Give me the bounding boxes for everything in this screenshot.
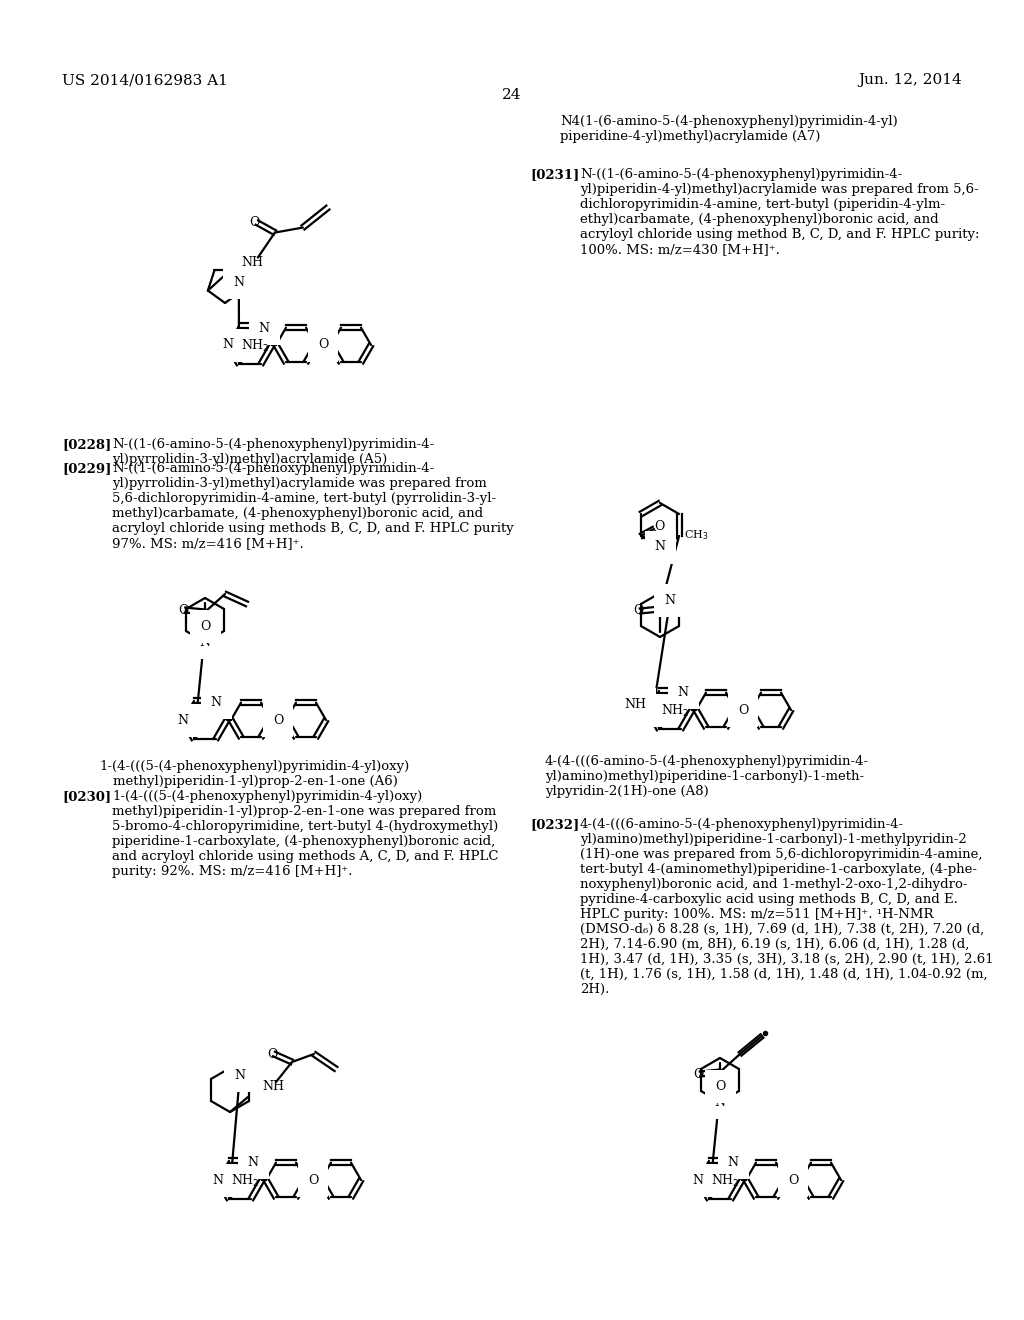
Text: [0230]: [0230] (62, 789, 112, 803)
Text: N: N (642, 704, 653, 717)
Text: US 2014/0162983 A1: US 2014/0162983 A1 (62, 73, 228, 87)
Text: N: N (177, 714, 188, 726)
Text: N: N (258, 322, 269, 335)
Text: NH: NH (624, 697, 646, 710)
Text: O: O (738, 704, 749, 717)
Text: O: O (787, 1173, 798, 1187)
Text: N: N (200, 635, 211, 648)
Text: N: N (678, 686, 688, 700)
Text: [0228]: [0228] (62, 438, 112, 451)
Text: N-((1-(6-amino-5-(4-phenoxyphenyl)pyrimidin-4-
yl)pyrrolidin-3-yl)methyl)acrylam: N-((1-(6-amino-5-(4-phenoxyphenyl)pyrimi… (112, 438, 434, 466)
Text: N-((1-(6-amino-5-(4-phenoxyphenyl)pyrimidin-4-
yl)piperidin-4-yl)methyl)acrylami: N-((1-(6-amino-5-(4-phenoxyphenyl)pyrimi… (580, 168, 980, 256)
Text: N-((1-(6-amino-5-(4-phenoxyphenyl)pyrimidin-4-
yl)pyrrolidin-3-yl)methyl)acrylam: N-((1-(6-amino-5-(4-phenoxyphenyl)pyrimi… (112, 462, 514, 550)
Text: O: O (653, 520, 665, 532)
Text: O: O (308, 1173, 318, 1187)
Text: O: O (317, 338, 328, 351)
Text: N: N (213, 1173, 223, 1187)
Text: [0232]: [0232] (530, 818, 580, 832)
Text: N: N (233, 276, 245, 289)
Text: 4-(4-(((6-amino-5-(4-phenoxyphenyl)pyrimidin-4-
yl)amino)methyl)piperidine-1-car: 4-(4-(((6-amino-5-(4-phenoxyphenyl)pyrim… (580, 818, 993, 997)
Text: N: N (234, 1069, 245, 1082)
Text: O: O (272, 714, 284, 726)
Text: O: O (200, 619, 210, 632)
Text: 1-(4-(((5-(4-phenoxyphenyl)pyrimidin-4-yl)oxy)
methyl)piperidin-1-yl)prop-2-en-1: 1-(4-(((5-(4-phenoxyphenyl)pyrimidin-4-y… (112, 789, 499, 878)
Text: N: N (248, 1156, 258, 1170)
Text: 4-(4-(((6-amino-5-(4-phenoxyphenyl)pyrimidin-4-
yl)amino)methyl)piperidine-1-car: 4-(4-(((6-amino-5-(4-phenoxyphenyl)pyrim… (545, 755, 869, 799)
Text: O: O (715, 1080, 725, 1093)
Text: N: N (222, 338, 233, 351)
Text: NH$_2$: NH$_2$ (241, 338, 269, 354)
Text: N: N (654, 540, 666, 553)
Text: O: O (250, 216, 260, 230)
Text: O: O (178, 603, 188, 616)
Text: NH$_2$: NH$_2$ (231, 1173, 259, 1189)
Text: N: N (664, 594, 675, 607)
Text: NH$_2$: NH$_2$ (662, 704, 689, 719)
Text: N: N (727, 1156, 738, 1170)
Text: N: N (211, 697, 221, 709)
Text: 24: 24 (502, 88, 522, 102)
Text: [0229]: [0229] (62, 462, 112, 475)
Text: CH$_3$: CH$_3$ (684, 528, 709, 543)
Text: N4(1-(6-amino-5-(4-phenoxyphenyl)pyrimidin-4-yl)
piperidine-4-yl)methyl)acrylami: N4(1-(6-amino-5-(4-phenoxyphenyl)pyrimid… (560, 115, 898, 143)
Text: O: O (267, 1048, 278, 1060)
Text: NH: NH (262, 1081, 284, 1093)
Text: N: N (692, 1173, 703, 1187)
Text: NH: NH (241, 256, 263, 269)
Text: [0231]: [0231] (530, 168, 580, 181)
Text: O: O (693, 1068, 703, 1081)
Text: N: N (715, 1096, 725, 1109)
Text: 1-(4-(((5-(4-phenoxyphenyl)pyrimidin-4-yl)oxy)
methyl)piperidin-1-yl)prop-2-en-1: 1-(4-(((5-(4-phenoxyphenyl)pyrimidin-4-y… (100, 760, 411, 788)
Text: NH$_2$: NH$_2$ (711, 1173, 739, 1189)
Text: Jun. 12, 2014: Jun. 12, 2014 (858, 73, 962, 87)
Text: O: O (633, 605, 643, 618)
